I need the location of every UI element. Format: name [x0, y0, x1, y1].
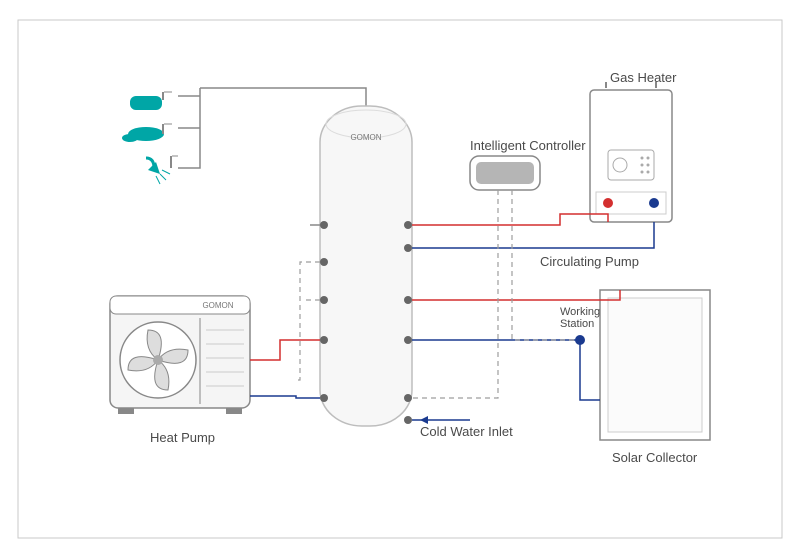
- pipe-tank-solar-hot: [412, 290, 620, 300]
- heatpump-brand: GOMON: [202, 301, 233, 310]
- intelligent-controller: [470, 156, 540, 190]
- pipe-tank-gas-hot: [412, 214, 608, 225]
- solar-collector: [600, 290, 710, 440]
- pipe-hp-cold: [250, 396, 320, 398]
- label-circulating-pump: Circulating Pump: [540, 254, 639, 269]
- label-heat-pump: Heat Pump: [150, 430, 215, 445]
- fixture-riser: [178, 88, 200, 168]
- pipe-tank-to-fixtures: [200, 88, 366, 106]
- heat-pump: [110, 296, 250, 414]
- fixture-bathtub: [130, 92, 172, 110]
- label-working-station: WorkingStation: [560, 306, 600, 330]
- water-tank: [320, 106, 412, 426]
- sensor-controller-tank: [412, 190, 498, 398]
- pipe-gas-tank-cold: [412, 222, 654, 248]
- diagram-canvas: GOMON GOMON: [0, 0, 800, 558]
- gas-heater: [590, 82, 672, 222]
- fixture-shower: [146, 156, 178, 184]
- pipe-solar-tank-cold: [412, 340, 600, 400]
- label-solar-collector: Solar Collector: [612, 450, 697, 465]
- label-intelligent-controller: Intelligent Controller: [470, 138, 586, 153]
- label-gas-heater: Gas Heater: [610, 70, 676, 85]
- cold-inlet-arrow: [420, 416, 428, 424]
- label-cold-water-inlet: Cold Water Inlet: [420, 424, 513, 439]
- spare-dashed-1: [296, 262, 320, 380]
- tank-brand: GOMON: [350, 133, 381, 142]
- pipe-hp-hot: [250, 340, 320, 360]
- fixture-sink: [122, 124, 172, 142]
